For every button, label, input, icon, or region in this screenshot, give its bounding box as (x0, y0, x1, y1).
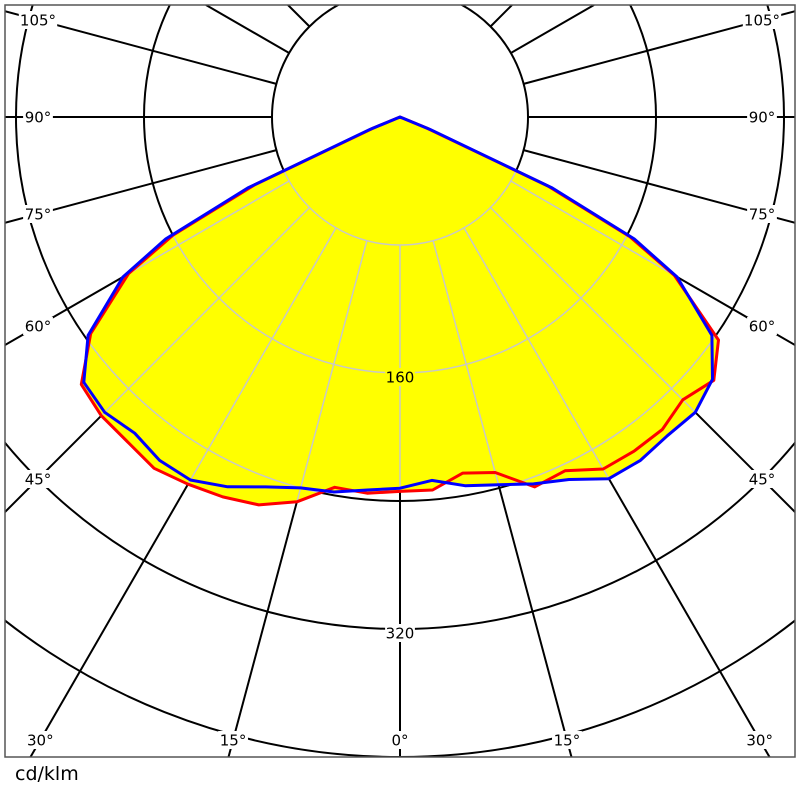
angle-tick-label-bg (747, 204, 777, 223)
angle-tick-label: 0° (391, 732, 408, 750)
angle-tick-label-bg (23, 108, 53, 126)
angle-tick-label: 90° (25, 109, 52, 127)
grid-radial-line (81, 206, 311, 505)
angle-tick-label: 105° (20, 12, 56, 30)
angle-tick-label-bg (744, 731, 775, 749)
angle-tick-label: 30° (746, 732, 773, 750)
series-curve (82, 115, 714, 494)
angle-tick-label-bg (747, 470, 777, 488)
angle-tick-label-bg (747, 317, 777, 336)
angle-tick-label: 15° (554, 732, 581, 750)
angle-tick-label-bg (742, 11, 782, 30)
chart-frame (4, 4, 796, 758)
radial-tick-label-bg (385, 368, 415, 386)
angle-tick-label: 45° (749, 471, 776, 489)
distribution-curves (79, 115, 720, 507)
angle-tick-label-bg (23, 470, 53, 488)
angle-tick-label: 30° (27, 732, 54, 750)
angle-tick-label-bg (23, 317, 53, 336)
angle-tick-label-bg (18, 11, 58, 30)
axis-labels: 0° 15° 15° 30° 30° 45° 45° 60° 60° 75° 75° 90° 90° 10… (18, 11, 782, 750)
grid-radial-line (81, 180, 290, 346)
grid-radial-line (227, 240, 368, 505)
grid-radial-line (287, 5, 311, 28)
grid-radial-line (489, 5, 513, 28)
unit-label: cd/klm (15, 763, 79, 785)
radial-tick-label: 160 (386, 369, 415, 387)
grid-radial-line (510, 5, 595, 54)
angle-tick-label: 75° (749, 205, 776, 223)
angle-tick-label-bg (552, 731, 582, 749)
fill-area (83, 117, 713, 492)
angle-tick-label-bg (218, 731, 248, 749)
radial-tick-label: 320 (386, 625, 415, 643)
grid-radial-line (510, 180, 719, 346)
angle-tick-label: 45° (25, 471, 52, 489)
angle-tick-label-bg (747, 108, 777, 126)
angle-tick-label: 60° (749, 318, 776, 336)
radial-tick-label-bg (385, 624, 415, 642)
grid-radial-line (489, 206, 719, 505)
angle-tick-label: 75° (25, 205, 52, 223)
angle-tick-label-bg (23, 204, 53, 223)
grid-radial-line (205, 5, 290, 54)
angle-tick-label: 15° (220, 732, 247, 750)
angle-tick-label: 90° (749, 109, 776, 127)
angle-tick-label-bg (389, 731, 411, 749)
angle-tick-label-bg (25, 731, 56, 749)
angle-tick-label: 105° (744, 12, 780, 30)
angle-tick-label: 60° (25, 318, 52, 336)
